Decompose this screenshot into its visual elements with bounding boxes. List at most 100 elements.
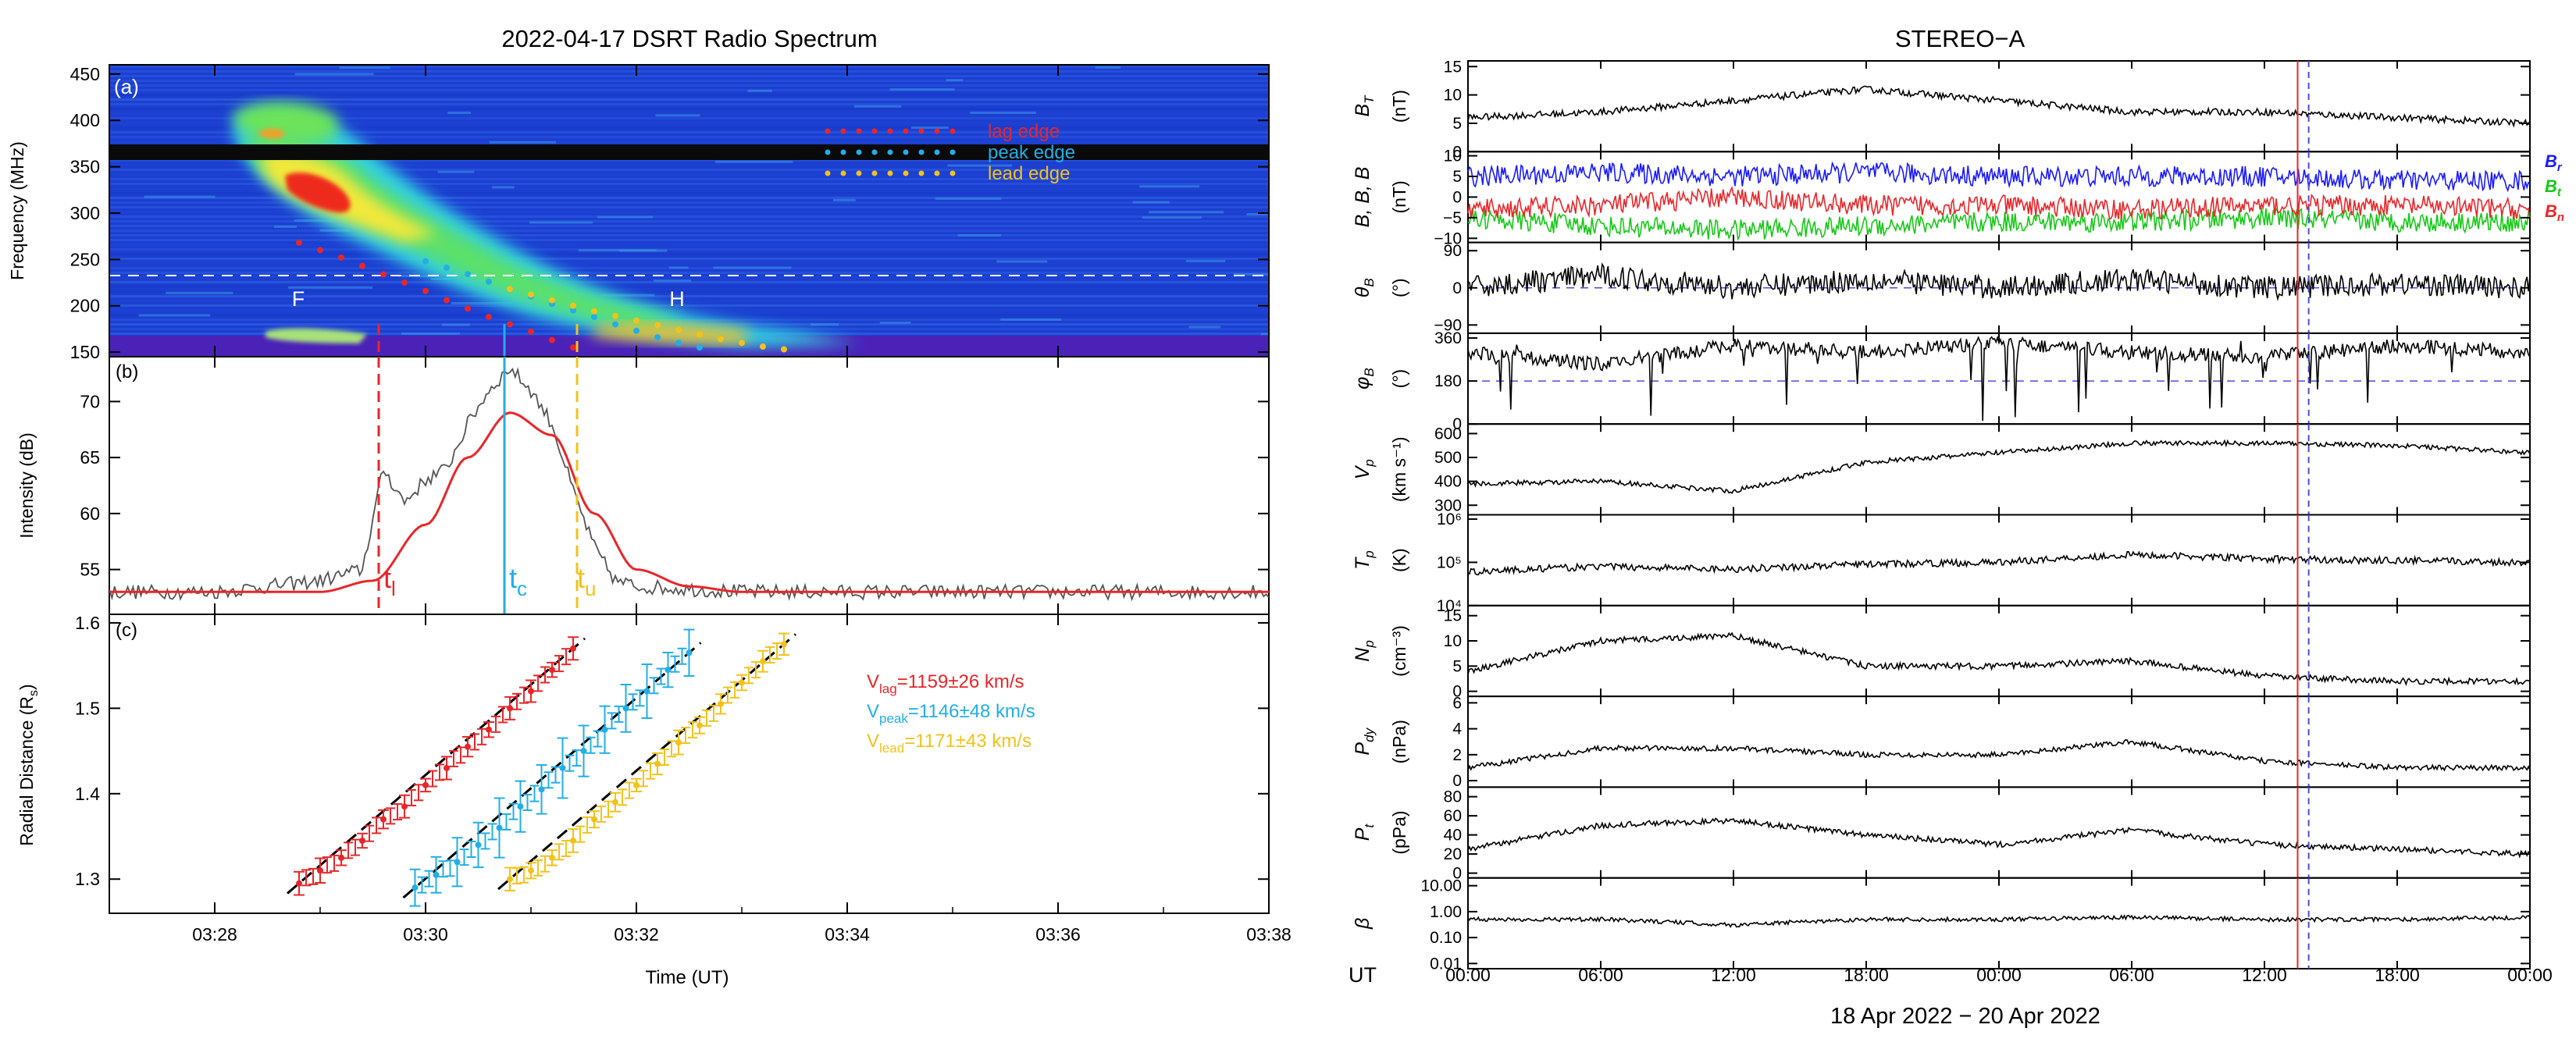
edge-trace-point xyxy=(697,331,703,338)
burst-cyan-body xyxy=(234,109,859,348)
legend-dot xyxy=(918,149,925,155)
data-point xyxy=(559,764,566,771)
y-tick-label: 5 xyxy=(1452,115,1462,133)
y-tick-label: 450 xyxy=(70,64,100,84)
edge-trace-point xyxy=(633,327,640,334)
edge-trace-point xyxy=(465,305,471,312)
y-tick-label: 1.4 xyxy=(75,784,100,804)
legend-dot xyxy=(950,128,956,134)
date-range-label: 18 Apr 2022 − 20 Apr 2022 xyxy=(1830,1004,2100,1029)
spectrum-speck xyxy=(1246,213,1269,216)
v-peak-legend: Vpeak=1146±48 km/s xyxy=(867,701,1035,726)
burst-F-lane xyxy=(265,328,367,343)
spectrum-stripe xyxy=(109,304,1269,307)
spectrum-speck xyxy=(451,301,511,304)
spectrum-speck xyxy=(1095,66,1121,69)
spectrum-stripe xyxy=(109,244,1269,246)
data-point xyxy=(359,837,365,844)
legend-br: Br xyxy=(2545,151,2563,174)
y-tick-label: 500 xyxy=(1434,449,1462,467)
legend-dot xyxy=(887,170,893,176)
spectrum-stripe xyxy=(109,108,1269,110)
spectrum-stripe xyxy=(109,141,1269,143)
v-lag-legend: Vlag=1159±26 km/s xyxy=(867,671,1024,696)
spectrum-speck xyxy=(447,111,471,114)
y-tick-label: 250 xyxy=(70,249,100,269)
edge-trace-point xyxy=(781,346,787,353)
y-tick-label: 4 xyxy=(1452,720,1462,738)
legend-dot xyxy=(918,128,925,134)
y-tick-label: 65 xyxy=(80,447,100,468)
data-point xyxy=(654,760,661,767)
time-series-line xyxy=(1467,186,2531,220)
legend-dot xyxy=(840,149,846,155)
legend-dot xyxy=(825,128,831,134)
spectrum-speck xyxy=(1142,216,1202,219)
legend-dot xyxy=(887,128,893,134)
x-tick-label: 06:00 xyxy=(1578,965,1623,985)
x-tick-label: 03:32 xyxy=(614,924,659,944)
edge-trace-point xyxy=(633,317,640,324)
spectrum-speck xyxy=(747,89,772,92)
data-point xyxy=(338,854,344,861)
spectrum-speck xyxy=(1188,326,1220,329)
panel-a: F H xyxy=(109,65,1269,357)
panel-c-frame xyxy=(109,614,1270,914)
spectrum-stripe xyxy=(109,112,1269,115)
y-param-label: Pt xyxy=(1352,824,1377,841)
spectrum-stripe xyxy=(109,197,1269,199)
x-tick-label: 18:00 xyxy=(2375,965,2420,985)
spectrum-speck xyxy=(600,293,655,297)
legend-dot xyxy=(903,128,909,134)
spectrum-speck xyxy=(655,114,700,117)
spectrum-speck xyxy=(1132,201,1170,204)
y-tick-label: 0.10 xyxy=(1430,929,1462,947)
y-tick-label: 600 xyxy=(1434,425,1462,443)
spectrum-stripe xyxy=(109,272,1269,274)
y-param-label: Pdy xyxy=(1352,727,1377,755)
data-point xyxy=(664,667,672,674)
spectrum-speck xyxy=(833,198,856,201)
time-series-line xyxy=(1467,550,2531,576)
data-point xyxy=(454,859,461,866)
right-panels: 0 5 10 15 BT (nT) −10 −5 0 5 10 B, B, B (nT) −90 0 90 θB… xyxy=(1352,58,2553,985)
x-tick-label: 03:30 xyxy=(403,924,448,944)
spectrum-speck xyxy=(853,105,902,108)
spectrum-speck xyxy=(714,160,793,163)
spectrum-stripe xyxy=(109,286,1269,288)
spectrum-speck xyxy=(1149,211,1224,214)
y-tick-label: 10 xyxy=(1444,87,1462,105)
x-tick-label: 03:38 xyxy=(1246,924,1292,944)
spectrum-stripe xyxy=(109,262,1269,265)
y-tick-label: 400 xyxy=(1434,473,1462,491)
y-tick-label: 15 xyxy=(1444,607,1462,625)
y-tick-label: 300 xyxy=(1434,496,1462,514)
y-tick-label: 10⁴ xyxy=(1437,597,1462,615)
burst-emission xyxy=(234,101,859,348)
y-tick-label: 200 xyxy=(70,296,100,316)
spectrum-speck xyxy=(996,260,1048,263)
y-tick-label: 180 xyxy=(1434,372,1462,390)
edge-trace-point xyxy=(591,313,597,320)
y-label-frequency: Frequency (MHz) xyxy=(7,141,27,280)
edge-trace-point xyxy=(507,321,513,328)
spectrum-stripe xyxy=(109,229,1269,232)
linear-fit-line xyxy=(402,642,702,899)
y-tick-label: −90 xyxy=(1434,316,1462,334)
edge-trace-point xyxy=(296,239,302,246)
legend-peak-edge: peak edge xyxy=(988,142,1075,163)
time-series-line xyxy=(1467,262,2531,301)
data-point xyxy=(422,781,429,788)
legend-dot xyxy=(856,170,862,176)
data-point xyxy=(444,764,450,771)
spectrum-stripe xyxy=(109,183,1269,185)
legend-dot xyxy=(825,149,831,155)
x-tick-label: 12:00 xyxy=(2242,965,2287,985)
v-lead-legend: Vlead=1171±43 km/s xyxy=(867,731,1031,756)
legend-dot xyxy=(871,170,878,176)
x-tick-label: 12:00 xyxy=(1711,965,1756,985)
edge-trace-point xyxy=(486,313,492,320)
data-point xyxy=(781,641,787,648)
spectrum-stripe xyxy=(109,178,1269,180)
